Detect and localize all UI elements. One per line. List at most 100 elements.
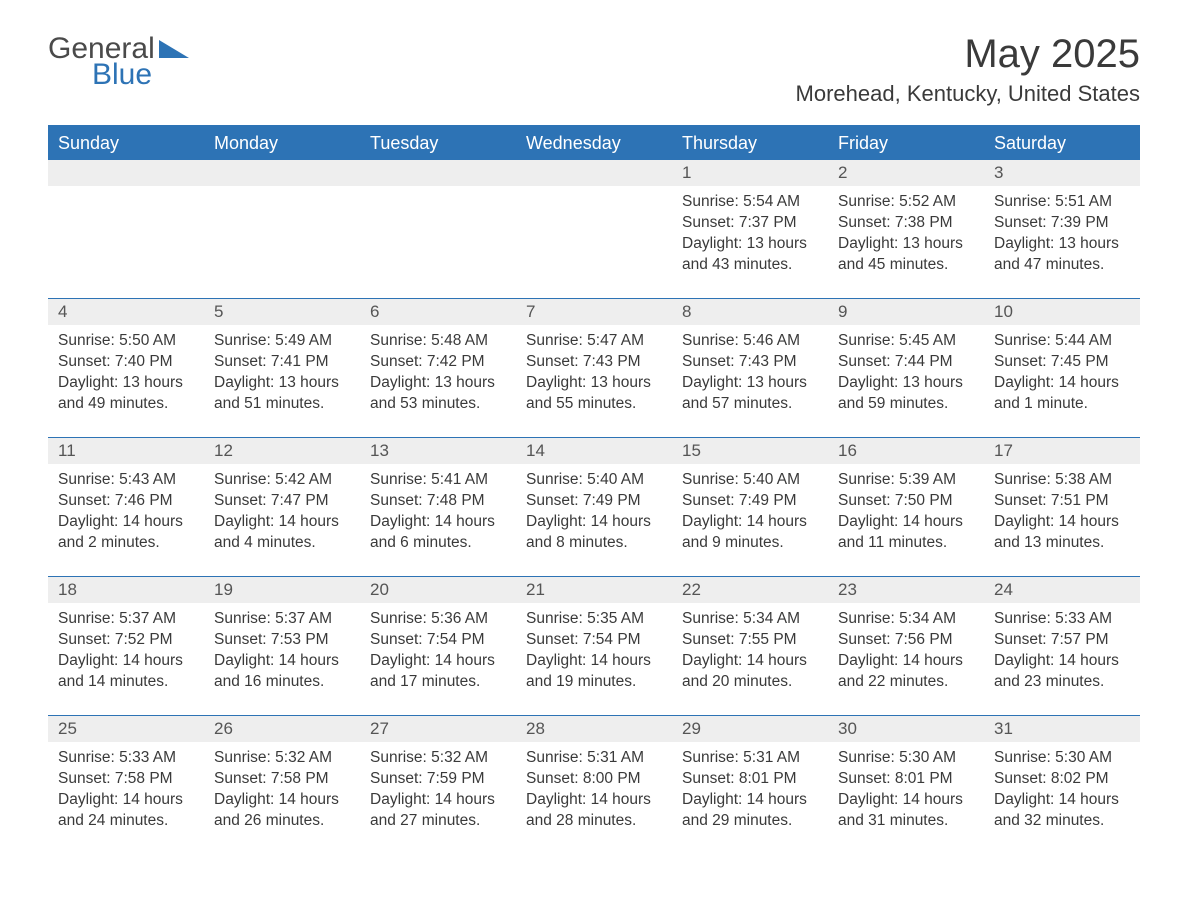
date-number: 26 [204, 716, 360, 742]
sunrise-text: Sunrise: 5:38 AM [994, 470, 1130, 491]
sunrise-text: Sunrise: 5:48 AM [370, 331, 506, 352]
daylight-text: Daylight: 14 hours and 26 minutes. [214, 790, 350, 832]
sunrise-text: Sunrise: 5:44 AM [994, 331, 1130, 352]
day-cell: Sunrise: 5:48 AMSunset: 7:42 PMDaylight:… [360, 325, 516, 437]
day-cell: Sunrise: 5:39 AMSunset: 7:50 PMDaylight:… [828, 464, 984, 576]
day-cell: Sunrise: 5:40 AMSunset: 7:49 PMDaylight:… [516, 464, 672, 576]
day-cell: Sunrise: 5:33 AMSunset: 7:57 PMDaylight:… [984, 603, 1140, 715]
date-number: 31 [984, 716, 1140, 742]
week-row: 25262728293031Sunrise: 5:33 AMSunset: 7:… [48, 715, 1140, 854]
date-number: 30 [828, 716, 984, 742]
day-cell: Sunrise: 5:34 AMSunset: 7:56 PMDaylight:… [828, 603, 984, 715]
day-cell: Sunrise: 5:31 AMSunset: 8:01 PMDaylight:… [672, 742, 828, 854]
dow-friday: Friday [828, 127, 984, 160]
sunrise-text: Sunrise: 5:49 AM [214, 331, 350, 352]
sunrise-text: Sunrise: 5:54 AM [682, 192, 818, 213]
daylight-text: Daylight: 13 hours and 53 minutes. [370, 373, 506, 415]
date-number: 8 [672, 299, 828, 325]
date-number [360, 160, 516, 186]
date-number: 21 [516, 577, 672, 603]
day-cell [204, 186, 360, 298]
sunset-text: Sunset: 7:43 PM [526, 352, 662, 373]
day-body-band: Sunrise: 5:37 AMSunset: 7:52 PMDaylight:… [48, 603, 1140, 715]
sunset-text: Sunset: 7:39 PM [994, 213, 1130, 234]
daylight-text: Daylight: 14 hours and 16 minutes. [214, 651, 350, 693]
daylight-text: Daylight: 14 hours and 11 minutes. [838, 512, 974, 554]
date-number: 28 [516, 716, 672, 742]
daylight-text: Daylight: 13 hours and 51 minutes. [214, 373, 350, 415]
dow-monday: Monday [204, 127, 360, 160]
date-number: 11 [48, 438, 204, 464]
sunset-text: Sunset: 7:38 PM [838, 213, 974, 234]
day-cell: Sunrise: 5:54 AMSunset: 7:37 PMDaylight:… [672, 186, 828, 298]
sunset-text: Sunset: 7:44 PM [838, 352, 974, 373]
day-cell: Sunrise: 5:50 AMSunset: 7:40 PMDaylight:… [48, 325, 204, 437]
sunrise-text: Sunrise: 5:41 AM [370, 470, 506, 491]
week-row: 11121314151617Sunrise: 5:43 AMSunset: 7:… [48, 437, 1140, 576]
day-cell: Sunrise: 5:37 AMSunset: 7:52 PMDaylight:… [48, 603, 204, 715]
sunset-text: Sunset: 7:53 PM [214, 630, 350, 651]
day-cell: Sunrise: 5:33 AMSunset: 7:58 PMDaylight:… [48, 742, 204, 854]
sunrise-text: Sunrise: 5:33 AM [58, 748, 194, 769]
sunset-text: Sunset: 7:56 PM [838, 630, 974, 651]
sunrise-text: Sunrise: 5:42 AM [214, 470, 350, 491]
date-number: 20 [360, 577, 516, 603]
daylight-text: Daylight: 14 hours and 14 minutes. [58, 651, 194, 693]
sunrise-text: Sunrise: 5:47 AM [526, 331, 662, 352]
sunrise-text: Sunrise: 5:33 AM [994, 609, 1130, 630]
dow-thursday: Thursday [672, 127, 828, 160]
daylight-text: Daylight: 14 hours and 23 minutes. [994, 651, 1130, 693]
month-title: May 2025 [796, 32, 1140, 77]
logo-text: General Blue [48, 32, 155, 92]
sunrise-text: Sunrise: 5:43 AM [58, 470, 194, 491]
daylight-text: Daylight: 14 hours and 29 minutes. [682, 790, 818, 832]
sunset-text: Sunset: 7:45 PM [994, 352, 1130, 373]
daylight-text: Daylight: 14 hours and 20 minutes. [682, 651, 818, 693]
date-number: 7 [516, 299, 672, 325]
date-number: 29 [672, 716, 828, 742]
location-subtitle: Morehead, Kentucky, United States [796, 81, 1140, 107]
sunrise-text: Sunrise: 5:39 AM [838, 470, 974, 491]
day-body-band: Sunrise: 5:54 AMSunset: 7:37 PMDaylight:… [48, 186, 1140, 298]
date-number: 18 [48, 577, 204, 603]
sunrise-text: Sunrise: 5:30 AM [838, 748, 974, 769]
date-number: 9 [828, 299, 984, 325]
sunrise-text: Sunrise: 5:45 AM [838, 331, 974, 352]
day-cell: Sunrise: 5:51 AMSunset: 7:39 PMDaylight:… [984, 186, 1140, 298]
date-number: 13 [360, 438, 516, 464]
day-cell: Sunrise: 5:30 AMSunset: 8:02 PMDaylight:… [984, 742, 1140, 854]
sunset-text: Sunset: 7:57 PM [994, 630, 1130, 651]
sunset-text: Sunset: 7:52 PM [58, 630, 194, 651]
date-number: 16 [828, 438, 984, 464]
sunset-text: Sunset: 7:59 PM [370, 769, 506, 790]
daylight-text: Daylight: 13 hours and 57 minutes. [682, 373, 818, 415]
sunrise-text: Sunrise: 5:36 AM [370, 609, 506, 630]
day-cell: Sunrise: 5:31 AMSunset: 8:00 PMDaylight:… [516, 742, 672, 854]
sunset-text: Sunset: 7:46 PM [58, 491, 194, 512]
day-cell: Sunrise: 5:38 AMSunset: 7:51 PMDaylight:… [984, 464, 1140, 576]
day-cell: Sunrise: 5:49 AMSunset: 7:41 PMDaylight:… [204, 325, 360, 437]
date-number: 6 [360, 299, 516, 325]
date-number [516, 160, 672, 186]
day-cell: Sunrise: 5:37 AMSunset: 7:53 PMDaylight:… [204, 603, 360, 715]
daylight-text: Daylight: 13 hours and 59 minutes. [838, 373, 974, 415]
day-cell: Sunrise: 5:40 AMSunset: 7:49 PMDaylight:… [672, 464, 828, 576]
daylight-text: Daylight: 14 hours and 28 minutes. [526, 790, 662, 832]
date-number [48, 160, 204, 186]
sunset-text: Sunset: 7:47 PM [214, 491, 350, 512]
date-number: 25 [48, 716, 204, 742]
sunrise-text: Sunrise: 5:35 AM [526, 609, 662, 630]
daylight-text: Daylight: 14 hours and 17 minutes. [370, 651, 506, 693]
date-number: 14 [516, 438, 672, 464]
daylight-text: Daylight: 14 hours and 9 minutes. [682, 512, 818, 554]
sunset-text: Sunset: 7:40 PM [58, 352, 194, 373]
daylight-text: Daylight: 14 hours and 4 minutes. [214, 512, 350, 554]
day-body-band: Sunrise: 5:43 AMSunset: 7:46 PM Daylight:… [48, 464, 1140, 576]
daylight-text: Daylight: 13 hours and 43 minutes. [682, 234, 818, 276]
daylight-text: Daylight: 13 hours and 55 minutes. [526, 373, 662, 415]
date-number: 15 [672, 438, 828, 464]
date-number: 19 [204, 577, 360, 603]
sunrise-text: Sunrise: 5:32 AM [214, 748, 350, 769]
sunrise-text: Sunrise: 5:34 AM [838, 609, 974, 630]
daylight-text: Daylight: 14 hours and 22 minutes. [838, 651, 974, 693]
